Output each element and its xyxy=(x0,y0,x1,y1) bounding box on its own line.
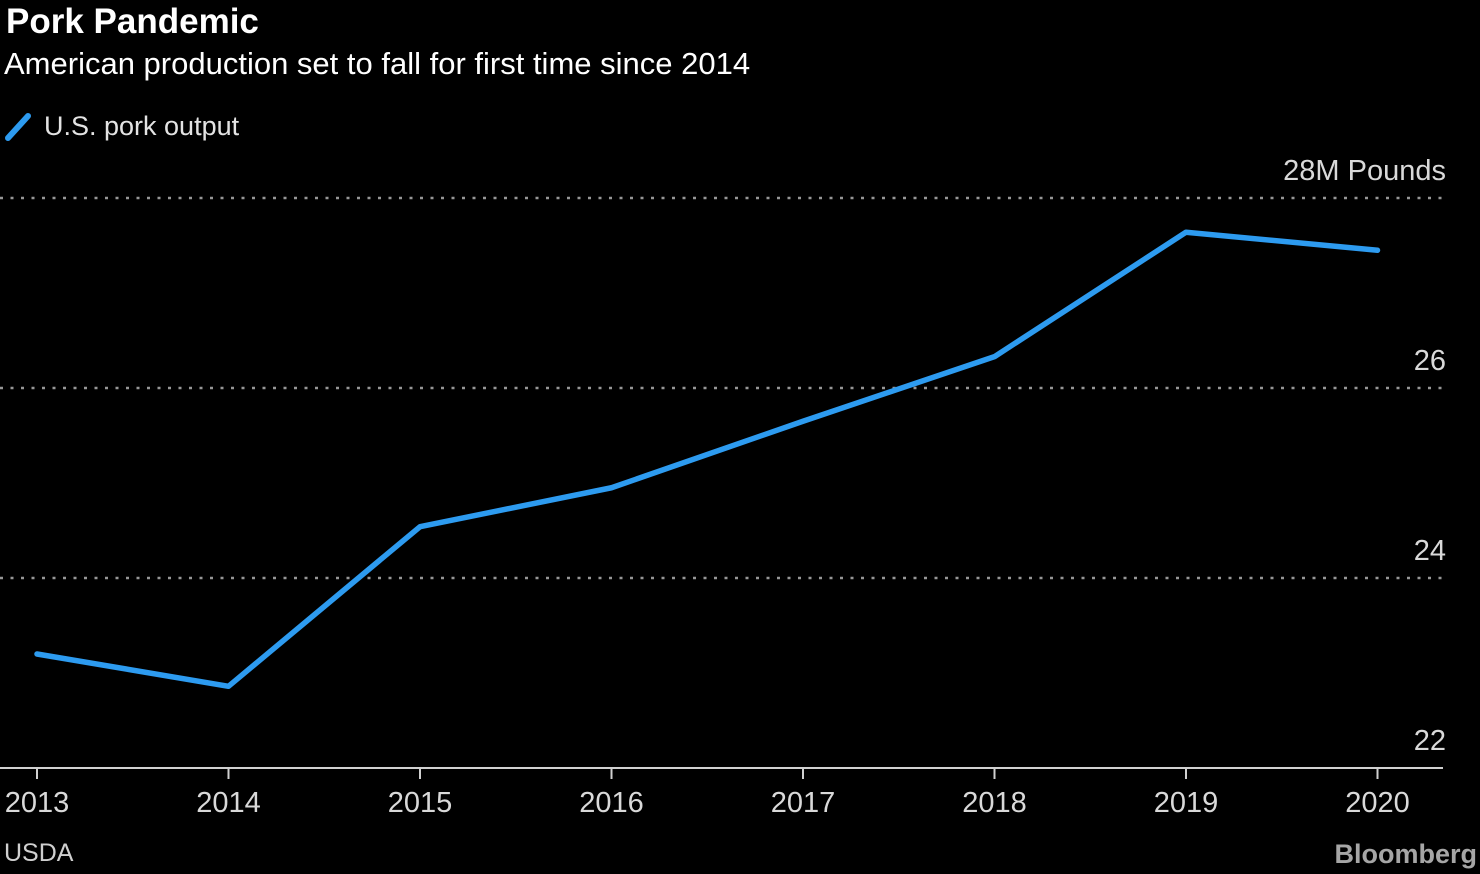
x-axis-label-2016: 2016 xyxy=(579,787,644,819)
legend: U.S. pork output xyxy=(4,111,239,142)
x-axis-label-2019: 2019 xyxy=(1153,787,1219,819)
x-axis-label-2020: 2020 xyxy=(1345,787,1410,819)
legend-label: U.S. pork output xyxy=(44,111,240,141)
brand-logo: Bloomberg xyxy=(1334,839,1477,869)
y-axis-label-26: 26 xyxy=(1413,345,1446,377)
x-axis-label-2018: 2018 xyxy=(962,787,1027,819)
x-axis-label-2014: 2014 xyxy=(196,787,261,819)
x-axis-label-2015: 2015 xyxy=(387,787,453,819)
series-line xyxy=(34,229,1381,690)
y-axis-label-22: 22 xyxy=(1413,725,1446,757)
y-axis-label-24: 24 xyxy=(1413,535,1446,567)
chart-title: Pork Pandemic xyxy=(6,2,259,41)
y-axis-label-28: 28M Pounds xyxy=(1283,155,1446,187)
x-axis-label-2017: 2017 xyxy=(770,787,836,819)
legend-line-icon xyxy=(5,112,31,141)
x-axis-label-2013: 2013 xyxy=(4,787,70,819)
chart-subtitle: American production set to fall for firs… xyxy=(4,46,751,81)
source-label: USDA xyxy=(4,839,74,867)
